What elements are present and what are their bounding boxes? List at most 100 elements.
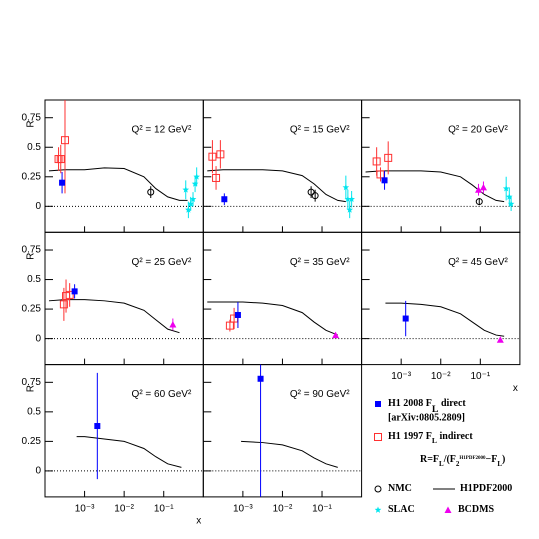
panel-frame bbox=[202, 231, 363, 366]
label-part: R=F bbox=[420, 454, 439, 465]
marker-open-square bbox=[56, 155, 65, 164]
panel-annotation: Q² = 12 GeV² bbox=[132, 125, 192, 136]
marker-open-square bbox=[376, 170, 385, 179]
marker-star bbox=[185, 206, 192, 213]
x-axis-label: x bbox=[196, 516, 201, 527]
y-tick-label: 0.5 bbox=[27, 142, 41, 153]
label-part: BCDMS bbox=[458, 504, 495, 515]
x-tick-label: 10⁻³ bbox=[233, 504, 253, 515]
marker-star bbox=[189, 195, 197, 203]
panel-annotation: Q² = 25 GeV² bbox=[132, 257, 192, 268]
marker-square bbox=[257, 375, 264, 382]
model-curve bbox=[365, 170, 505, 203]
model-curve bbox=[48, 299, 180, 334]
legend-label: NMC bbox=[388, 483, 412, 494]
panel-data bbox=[48, 100, 201, 219]
panel-frame bbox=[361, 99, 521, 233]
marker-open-circle bbox=[475, 198, 483, 206]
model-curve bbox=[241, 440, 338, 468]
label-part: L bbox=[439, 460, 444, 468]
marker-open-circle bbox=[307, 188, 315, 196]
marker-star bbox=[344, 195, 352, 203]
marker-square bbox=[375, 401, 381, 407]
x-tick-label: 10⁻³ bbox=[391, 371, 411, 382]
marker-triangle bbox=[169, 320, 177, 328]
marker-open-square bbox=[216, 150, 225, 159]
y-tick-label: 0.5 bbox=[27, 274, 41, 285]
x-tick-label: 10⁻¹ bbox=[470, 371, 490, 382]
legend-label: SLAC bbox=[388, 504, 415, 515]
legend-label: BCDMS bbox=[458, 504, 495, 515]
label-part: H1 2008 F bbox=[388, 398, 432, 409]
marker-triangle bbox=[479, 183, 487, 191]
panel-data bbox=[207, 301, 340, 339]
marker-square bbox=[234, 311, 241, 318]
legend-note: [arXiv:0805.2809] bbox=[388, 412, 465, 423]
marker-open-square bbox=[374, 433, 382, 441]
marker-square bbox=[402, 315, 409, 322]
y-axis-label: R bbox=[26, 120, 37, 127]
marker-square bbox=[59, 179, 66, 186]
marker-open-square bbox=[60, 136, 69, 145]
label-part: 2 bbox=[456, 460, 460, 468]
label-part: L bbox=[497, 460, 502, 468]
x-axis-label: x bbox=[513, 383, 518, 394]
y-tick-label: 0.75 bbox=[22, 245, 42, 256]
y-tick-label: 0.25 bbox=[22, 436, 42, 447]
label-part: SLAC bbox=[388, 504, 415, 515]
marker-open-square bbox=[372, 157, 381, 166]
marker-star bbox=[502, 185, 510, 192]
legend-label: H1 2008 FL direct bbox=[388, 398, 466, 414]
label-part: direct bbox=[438, 398, 466, 409]
marker-square bbox=[381, 177, 388, 184]
x-tick-label: 10⁻² bbox=[431, 371, 451, 382]
marker-star bbox=[191, 180, 199, 187]
panel-data bbox=[207, 140, 355, 219]
marker-open-square bbox=[208, 152, 217, 161]
marker-square bbox=[221, 196, 228, 203]
marker-open-circle bbox=[311, 192, 319, 200]
label-part: L bbox=[432, 436, 437, 445]
panel-data bbox=[241, 364, 338, 497]
x-tick-label: 10⁻² bbox=[114, 504, 134, 515]
marker-triangle bbox=[496, 336, 504, 343]
marker-open-square bbox=[59, 300, 68, 309]
marker-star bbox=[374, 506, 382, 513]
panel-frame bbox=[202, 364, 363, 498]
y-tick-label: 0 bbox=[35, 333, 41, 344]
marker-open-square bbox=[384, 153, 393, 162]
y-axis-label: R bbox=[26, 385, 37, 392]
marker-square bbox=[94, 423, 101, 430]
model-curve bbox=[207, 169, 346, 203]
x-tick-label: 10⁻¹ bbox=[312, 504, 332, 515]
panel-data bbox=[76, 372, 182, 480]
panel-annotation: Q² = 90 GeV² bbox=[290, 389, 350, 400]
marker-star bbox=[182, 186, 190, 193]
label-part: L bbox=[432, 404, 439, 415]
panel-annotation: Q² = 20 GeV² bbox=[448, 125, 508, 136]
panel-data bbox=[385, 300, 505, 343]
marker-open-circle bbox=[147, 188, 155, 196]
legend-formula: R=FL/(F2H1PDF2000−FL) bbox=[420, 454, 505, 467]
legend-label: H1PDF2000 bbox=[460, 483, 512, 494]
x-tick-label: 10⁻¹ bbox=[154, 504, 174, 515]
model-curve bbox=[76, 436, 182, 468]
model-curve bbox=[48, 167, 188, 201]
marker-star bbox=[342, 183, 350, 191]
marker-star bbox=[507, 200, 515, 207]
panel-frame bbox=[44, 99, 204, 233]
y-axis-label: R bbox=[26, 253, 37, 260]
marker-star bbox=[505, 193, 513, 200]
label-part: ) bbox=[502, 454, 505, 465]
marker-star bbox=[187, 200, 195, 207]
label-part: H1 1997 F bbox=[388, 431, 432, 442]
marker-open-square bbox=[225, 321, 234, 330]
label-part: /(F bbox=[443, 454, 456, 465]
marker-triangle bbox=[444, 506, 452, 513]
marker-star bbox=[346, 206, 354, 213]
panel-data bbox=[365, 141, 515, 212]
model-curve bbox=[207, 301, 338, 336]
label-part: −F bbox=[486, 454, 498, 465]
y-tick-label: 0 bbox=[35, 201, 41, 212]
